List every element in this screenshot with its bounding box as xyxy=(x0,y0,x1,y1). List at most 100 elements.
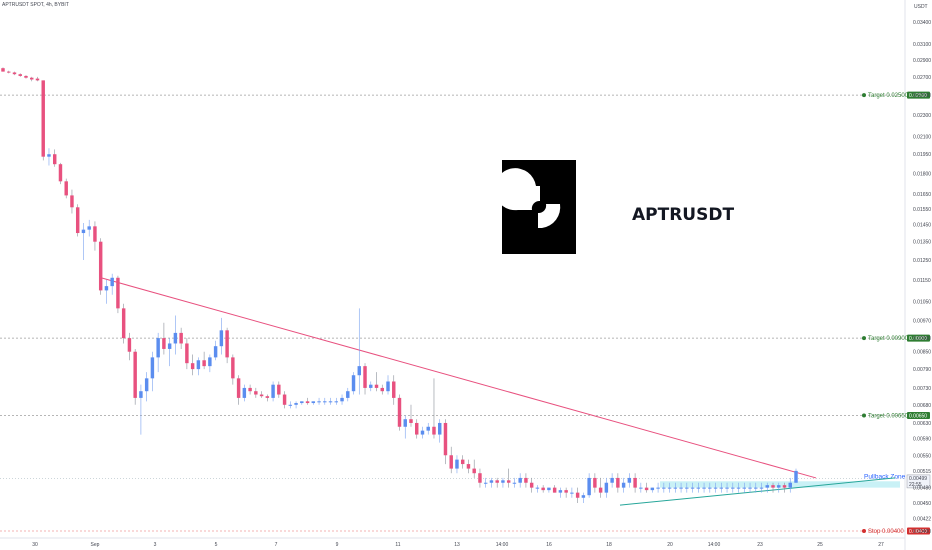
candle-body xyxy=(564,490,568,493)
time-tick-label: 7 xyxy=(275,542,278,548)
price-tick-label: 0.00730 xyxy=(913,386,931,392)
candle-body xyxy=(719,487,724,489)
time-tick-label: 5 xyxy=(215,542,218,548)
candle-body xyxy=(524,477,528,483)
time-tick-label: 25 xyxy=(817,542,823,548)
candle-body xyxy=(604,482,609,493)
candle-body xyxy=(81,229,86,234)
target-level-label: Target 0.00900 xyxy=(868,336,909,342)
candle-body xyxy=(104,286,109,291)
candle-body xyxy=(208,357,212,367)
apt-logo-icon xyxy=(494,168,561,228)
candle-body xyxy=(432,426,436,435)
candle-body xyxy=(213,346,218,358)
candle-body xyxy=(7,71,11,73)
candle-body xyxy=(765,485,769,488)
candle-body xyxy=(265,396,270,398)
candle-body xyxy=(167,343,172,349)
stop-price-badge xyxy=(907,527,930,535)
candle-body xyxy=(736,487,741,489)
candle-body xyxy=(616,477,620,488)
candle-body xyxy=(380,387,384,392)
candle-body xyxy=(656,487,660,489)
candle-body xyxy=(386,381,390,392)
candle-body xyxy=(449,455,453,469)
candle-body xyxy=(87,226,91,230)
candle-body xyxy=(506,480,511,483)
candle-body xyxy=(311,401,316,404)
price-tick-label: 0.01050 xyxy=(913,299,931,305)
price-tick-label: 0.02700 xyxy=(913,75,931,81)
candle-body xyxy=(351,375,356,392)
candle-body xyxy=(759,487,764,489)
chart-title: APTRUSDT SPOT, 4h, BYBIT xyxy=(2,2,69,8)
candle-body xyxy=(673,487,678,489)
price-tick-label: 0.00550 xyxy=(913,453,931,459)
price-tick-label: 0.00400 xyxy=(913,529,931,535)
candle-body xyxy=(529,482,534,488)
target-price-badge xyxy=(907,412,930,420)
candles xyxy=(1,67,798,503)
price-tick-label: 0.00900 xyxy=(913,336,931,342)
candle-body xyxy=(426,426,430,431)
price-tick-label: 0.00680 xyxy=(913,403,931,409)
candle-body xyxy=(639,487,643,489)
candle-body xyxy=(415,422,419,435)
candle-body xyxy=(742,487,747,489)
price-tick-label: 0.01350 xyxy=(913,240,931,246)
stop-level-label: Stop 0.00400 xyxy=(868,529,904,535)
price-tick-label: 0.02300 xyxy=(913,113,931,119)
pullback-zone-label: Pullback Zone xyxy=(864,473,906,480)
price-axis[interactable]: 0.03400 0.03100 0.02900 0.02700 0.02500 0.023… xyxy=(913,20,931,535)
price-tick-label: 0.01800 xyxy=(913,171,931,177)
time-tick-label: Sep xyxy=(91,542,100,548)
candle-body xyxy=(190,363,195,370)
candle-body xyxy=(667,487,672,489)
candle-body xyxy=(627,477,632,483)
price-tick-label: 0.01250 xyxy=(913,258,931,264)
candle-body xyxy=(185,343,189,364)
target-level-label: Target 0.02500 xyxy=(868,93,909,99)
time-tick-label: 13 xyxy=(454,542,460,548)
candle-body xyxy=(41,80,45,157)
candle-body xyxy=(12,72,17,75)
price-tick-label: 0.02500 xyxy=(913,93,931,99)
candle-body xyxy=(242,387,247,398)
candle-body xyxy=(512,482,517,484)
candle-body xyxy=(70,195,74,208)
candle-body xyxy=(47,154,51,157)
time-tick-label: 3 xyxy=(154,542,157,548)
candle-body xyxy=(466,464,471,469)
candle-body xyxy=(179,332,183,344)
candle-body xyxy=(570,492,574,494)
candle-body xyxy=(708,487,712,489)
candle-body xyxy=(277,384,281,395)
candle-body xyxy=(133,351,137,398)
pullback-zone xyxy=(660,481,900,488)
watermark-logo: APTRUSDT xyxy=(494,160,734,254)
time-tick-label: 18 xyxy=(606,542,612,548)
candle-body xyxy=(98,241,103,291)
candle-body xyxy=(93,226,97,242)
candle-body xyxy=(64,181,68,196)
candle-body xyxy=(236,378,241,398)
candle-body xyxy=(713,487,718,489)
candle-body xyxy=(392,381,396,398)
candle-body xyxy=(593,477,597,488)
price-tick-label: 0.00450 xyxy=(913,501,931,507)
price-tick-label: 0.01650 xyxy=(913,192,931,198)
candle-body xyxy=(581,495,586,498)
candle-body xyxy=(702,487,706,489)
candle-body xyxy=(489,480,494,483)
candle-body xyxy=(317,401,321,403)
time-axis[interactable]: 30 Sep 3 5 7 9 11 13 14:00 16 18 20 14:00 23 25 27 xyxy=(32,542,884,548)
candle-body xyxy=(259,394,264,397)
candle-body xyxy=(225,330,229,358)
candle-body xyxy=(483,482,488,484)
candle-body xyxy=(305,401,310,404)
candle-body xyxy=(438,422,442,435)
candle-body xyxy=(633,477,637,488)
candle-body xyxy=(788,482,792,488)
